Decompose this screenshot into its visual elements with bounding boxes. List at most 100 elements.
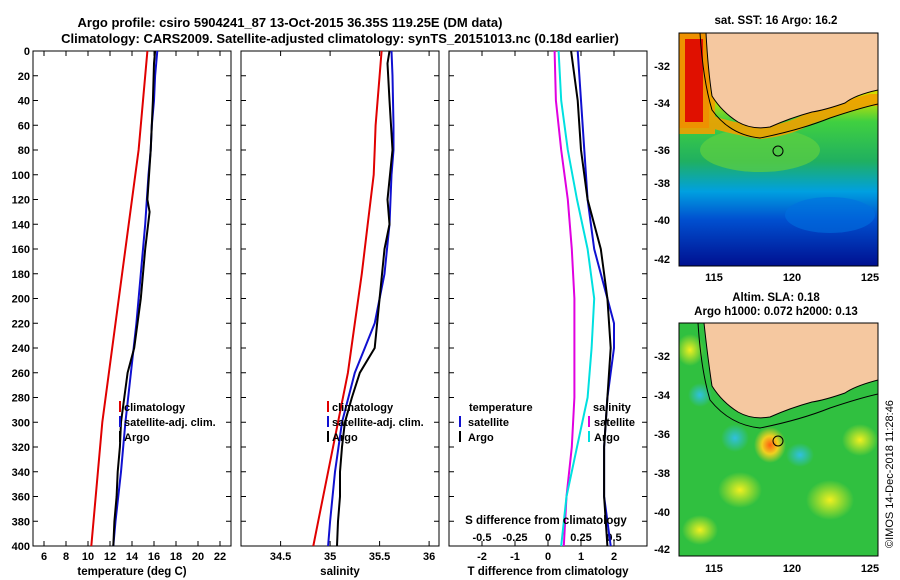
xtick-label: 34.5 bbox=[270, 551, 291, 563]
xtick-label: 35.5 bbox=[369, 551, 390, 563]
ytick-label: 20 bbox=[18, 71, 30, 83]
sst-ytick: -36 bbox=[654, 145, 670, 157]
legend-label: Argo bbox=[468, 432, 494, 444]
legend-label: Argo bbox=[332, 432, 358, 444]
xtick-label: -2 bbox=[477, 551, 487, 563]
salinity-series-climatology bbox=[312, 50, 383, 547]
ytick-label: 320 bbox=[12, 442, 30, 454]
sla-xtick: 120 bbox=[783, 563, 801, 575]
sla-ytick: -42 bbox=[654, 544, 670, 556]
salinity-series-satellite bbox=[327, 50, 395, 547]
ytick-label: 120 bbox=[12, 195, 30, 207]
xtick-label: 18 bbox=[170, 551, 182, 563]
temperature-series-argo bbox=[112, 50, 157, 547]
sst-xtick: 125 bbox=[861, 272, 879, 284]
salinity-series-argo bbox=[336, 50, 394, 547]
sla-blob bbox=[682, 515, 718, 545]
ytick-label: 0 bbox=[24, 46, 30, 58]
sla-ytick: -40 bbox=[654, 507, 670, 519]
legend-label: climatology bbox=[332, 402, 394, 414]
xtick-top-label: 0.25 bbox=[570, 532, 591, 544]
profile-lines bbox=[90, 50, 615, 547]
ytick-label: 140 bbox=[12, 219, 30, 231]
sla-xtick: 115 bbox=[705, 563, 723, 575]
xtick-label: 20 bbox=[192, 551, 204, 563]
sst-xtick: 120 bbox=[783, 272, 801, 284]
ytick-label: 360 bbox=[12, 492, 30, 504]
sst-map-frame bbox=[678, 32, 879, 267]
xtick-label: 36 bbox=[423, 551, 435, 563]
ytick-label: 180 bbox=[12, 269, 30, 281]
sla-yticks: -32 -34 -36 -38 -40 -42 bbox=[654, 351, 671, 556]
sla-depth-contour bbox=[697, 323, 878, 429]
legend-label: satellite bbox=[468, 417, 509, 429]
temperature-xlabel: temperature (deg C) bbox=[77, 566, 186, 578]
ytick-label: 260 bbox=[12, 368, 30, 380]
sla-blob bbox=[806, 480, 854, 520]
ytick-label: 40 bbox=[18, 96, 30, 108]
sst-ytick: -34 bbox=[654, 98, 671, 110]
ytick-label: 240 bbox=[12, 343, 30, 355]
sla-map-frame bbox=[678, 322, 879, 557]
legend-label: climatology bbox=[124, 402, 186, 414]
sst-map-title: sat. SST: 16 Argo: 16.2 bbox=[715, 15, 838, 27]
difference-xlabel-top: S difference from climatology bbox=[465, 515, 627, 527]
ytick-label: 100 bbox=[12, 170, 30, 182]
xtick-label: 14 bbox=[126, 551, 139, 563]
xtick-label: 10 bbox=[82, 551, 94, 563]
sla-map bbox=[679, 323, 878, 556]
xtick-label: 6 bbox=[41, 551, 47, 563]
sla-ytick: -36 bbox=[654, 429, 670, 441]
sla-blob bbox=[721, 424, 749, 452]
argo-location-marker bbox=[772, 435, 784, 447]
ytick-label: 200 bbox=[12, 294, 30, 306]
sst-ytick: -42 bbox=[654, 254, 670, 266]
sla-map-title-line1: Altim. SLA: 0.18 bbox=[732, 292, 820, 304]
sla-ytick: -38 bbox=[654, 468, 670, 480]
sst-ytick: -38 bbox=[654, 178, 670, 190]
legend-title-temperature: temperature bbox=[469, 402, 533, 414]
salinity-legend: climatology satellite-adj. clim. Argo bbox=[327, 401, 424, 444]
legend-label: Argo bbox=[124, 432, 150, 444]
xtick-label: 2 bbox=[611, 551, 617, 563]
difference-xlabel: T difference from climatology bbox=[467, 566, 629, 578]
sst-depth-contour bbox=[699, 33, 878, 139]
ytick-label: 220 bbox=[12, 318, 30, 330]
xtick-label: 35 bbox=[324, 551, 336, 563]
sst-patch bbox=[785, 197, 875, 233]
ytick-label: 80 bbox=[18, 145, 30, 157]
sst-ytick: -32 bbox=[654, 61, 670, 73]
sla-ytick: -32 bbox=[654, 351, 670, 363]
xtick-label: 0 bbox=[545, 551, 551, 563]
axis-ticks: 6 8 10 12 14 16 18 20 22020406080100120140160180… bbox=[12, 46, 647, 563]
ytick-label: 60 bbox=[18, 120, 30, 132]
argo-location-marker bbox=[772, 145, 784, 157]
temperature-legend: climatology satellite-adj. clim. Argo bbox=[119, 401, 216, 444]
temperature-panel bbox=[32, 50, 232, 547]
sla-blob bbox=[688, 383, 712, 407]
sla-blob bbox=[679, 334, 704, 366]
sst-map bbox=[679, 33, 878, 266]
legend-label: Argo bbox=[594, 432, 620, 444]
sla-xticks: 115 120 125 bbox=[705, 563, 879, 575]
sla-xtick: 125 bbox=[861, 563, 879, 575]
sst-yticks: -32 -34 -36 -38 -40 -42 bbox=[654, 61, 671, 266]
salinity-xlabel: salinity bbox=[320, 566, 360, 578]
xtick-label: 22 bbox=[214, 551, 226, 563]
differences-series-satellite bbox=[576, 50, 615, 547]
differences-series-argo bbox=[570, 50, 612, 547]
credit-text: ©IMOS 14-Dec-2018 11:28:46 bbox=[884, 400, 896, 548]
sst-ytick: -40 bbox=[654, 215, 670, 227]
xtick-label: 8 bbox=[63, 551, 69, 563]
xtick-top-label: -0.25 bbox=[502, 532, 527, 544]
differences-series-s-argo bbox=[557, 50, 596, 547]
xtick-label: 1 bbox=[578, 551, 584, 563]
sst-xtick: 115 bbox=[705, 272, 723, 284]
sst-xticks: 115 120 125 bbox=[705, 272, 879, 284]
sla-ytick: -34 bbox=[654, 390, 671, 402]
sla-blob bbox=[786, 443, 814, 467]
sla-blob bbox=[718, 472, 762, 508]
legend-label: satellite bbox=[594, 417, 635, 429]
ytick-label: 280 bbox=[12, 393, 30, 405]
